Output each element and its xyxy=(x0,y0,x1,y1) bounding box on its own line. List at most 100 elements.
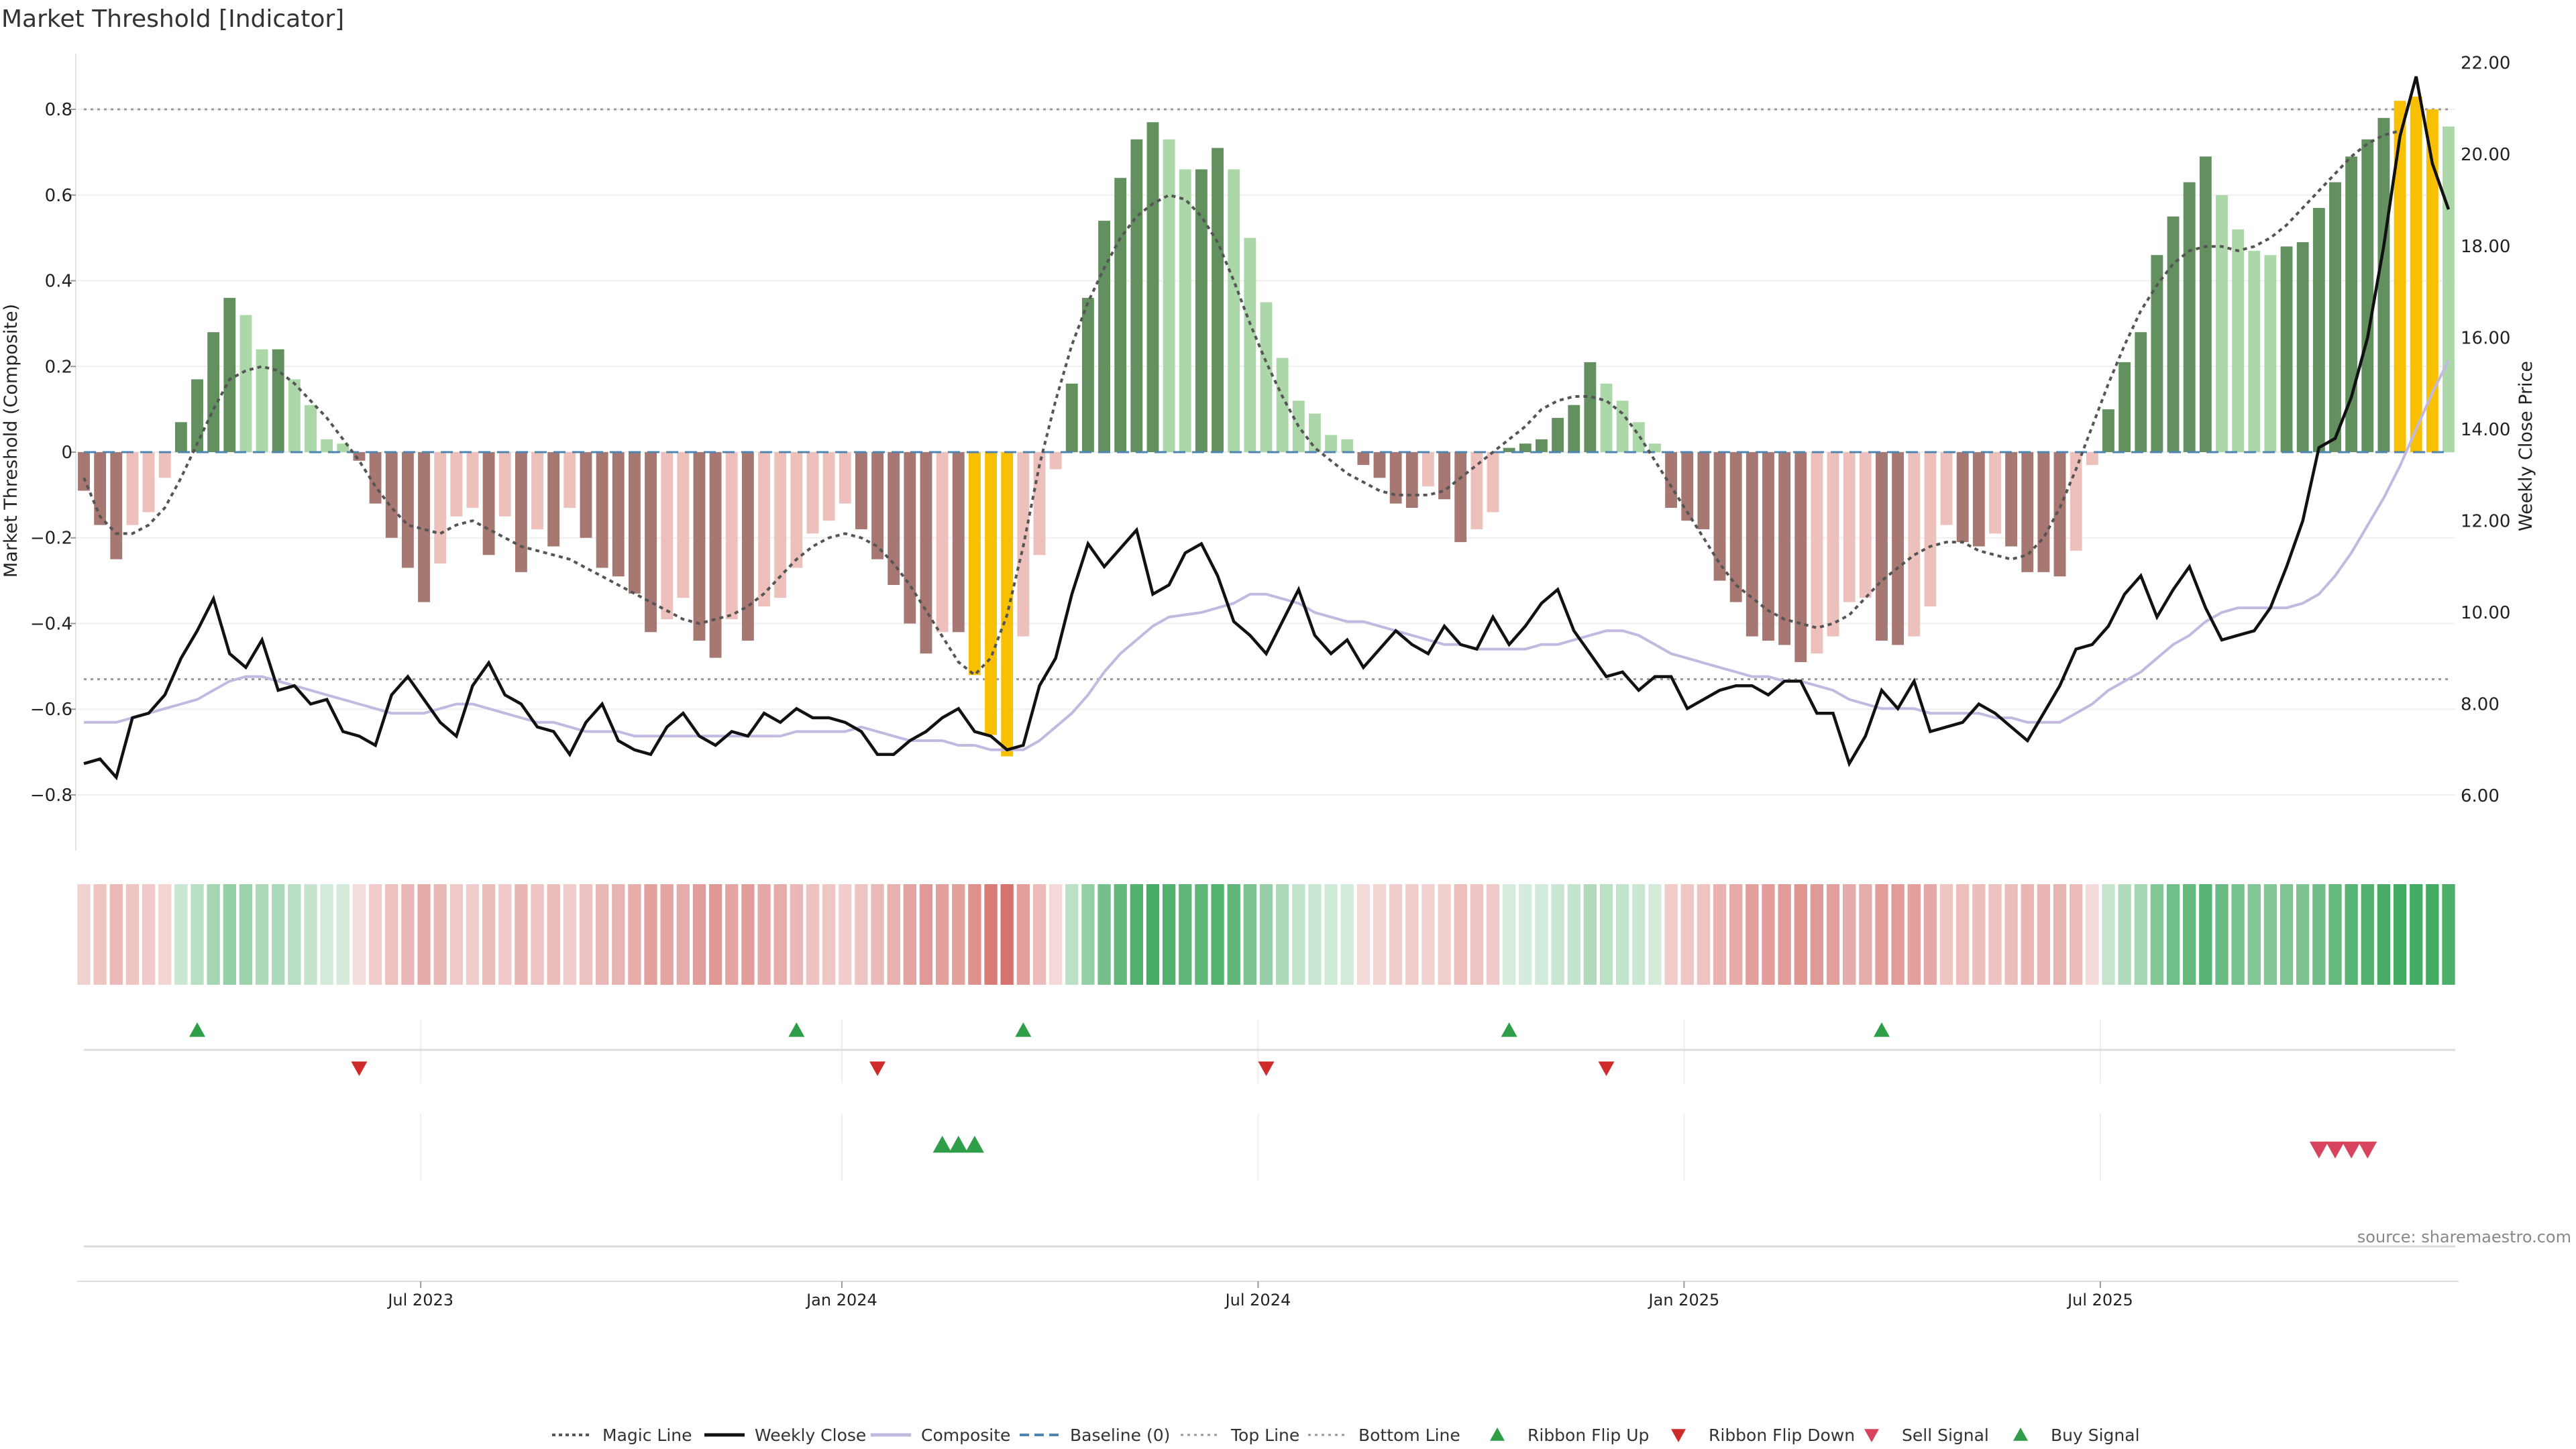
heatmap-cell xyxy=(1680,884,1694,985)
heatmap-cell xyxy=(741,884,755,985)
heatmap-cell xyxy=(579,884,593,985)
y-tick-label: 0.6 xyxy=(45,186,72,206)
composite-bar xyxy=(1892,452,1904,645)
y2-tick-label: 18.00 xyxy=(2461,237,2510,257)
composite-bar xyxy=(174,422,187,452)
heatmap-cell xyxy=(1648,884,1662,985)
composite-bar xyxy=(1665,452,1678,508)
composite-bar xyxy=(1212,148,1224,453)
heatmap-cell xyxy=(1843,884,1856,985)
composite-bar xyxy=(1001,452,1014,757)
ribbon-flip-down-marker xyxy=(1258,1061,1275,1076)
heatmap-cell xyxy=(1923,884,1937,985)
heatmap-cell xyxy=(1114,884,1127,985)
heatmap-cell xyxy=(417,884,431,985)
composite-bar xyxy=(1260,302,1273,452)
composite-bar xyxy=(758,452,770,606)
heatmap-cell xyxy=(2296,884,2310,985)
composite-bar xyxy=(2216,195,2228,452)
heatmap-cell xyxy=(644,884,657,985)
composite-bar xyxy=(1389,452,1402,504)
heatmap-cell xyxy=(2166,884,2180,985)
composite-bar xyxy=(2248,250,2261,452)
composite-bar xyxy=(1908,452,1921,637)
composite-bar xyxy=(142,452,155,513)
composite-bar xyxy=(693,452,706,641)
heatmap-cell xyxy=(336,884,350,985)
heatmap-cell xyxy=(449,884,463,985)
ribbon-flip-up-marker xyxy=(1501,1022,1517,1037)
composite-bar xyxy=(806,452,819,534)
composite-bar xyxy=(774,452,787,598)
legend-label: Buy Signal xyxy=(2051,1426,2140,1445)
x-tick-label: Jan 2024 xyxy=(805,1291,877,1309)
composite-bar xyxy=(1373,452,1386,478)
composite-bar xyxy=(564,452,576,508)
heatmap-cell xyxy=(2247,884,2261,985)
composite-bar xyxy=(2394,101,2406,453)
heatmap-cell xyxy=(1146,884,1160,985)
heatmap-cell xyxy=(2150,884,2164,985)
composite-bar xyxy=(110,452,123,559)
heatmap-cell xyxy=(2328,884,2342,985)
composite-bar xyxy=(498,452,511,517)
y-tick-label: −0.2 xyxy=(30,529,72,549)
composite-bar xyxy=(305,405,317,452)
composite-bar xyxy=(256,349,268,452)
composite-bar xyxy=(337,443,350,452)
composite-bar xyxy=(952,452,965,633)
y2-tick-label: 16.00 xyxy=(2461,328,2510,348)
y-axis-left-label: Market Threshold (Composite) xyxy=(1,304,21,578)
composite-bar xyxy=(1228,169,1240,453)
legend-label: Ribbon Flip Down xyxy=(1709,1426,1855,1445)
composite-bar xyxy=(531,452,543,529)
heatmap-cell xyxy=(903,884,916,985)
composite-bar xyxy=(78,452,90,491)
heatmap-cell xyxy=(515,884,528,985)
buy-signal-marker xyxy=(965,1136,984,1153)
heatmap-cell xyxy=(1503,884,1516,985)
heatmap-cell xyxy=(547,884,560,985)
composite-bar xyxy=(1503,447,1515,452)
composite-line xyxy=(84,360,2450,751)
composite-bar xyxy=(385,452,398,538)
composite-bar xyxy=(1341,439,1354,452)
heatmap-cell xyxy=(1664,884,1678,985)
heatmap-cell xyxy=(1697,884,1711,985)
y-tick-label: 0.4 xyxy=(45,272,72,292)
heatmap-cell xyxy=(725,884,739,985)
heatmap-cell xyxy=(1389,884,1403,985)
source-note: source: sharemaestro.com xyxy=(2357,1228,2571,1246)
heatmap-cell xyxy=(855,884,868,985)
composite-bar xyxy=(612,452,625,577)
heatmap-cell xyxy=(2377,884,2391,985)
composite-bar xyxy=(1405,452,1418,508)
ribbon-flip-up-marker xyxy=(1873,1022,1890,1037)
y2-tick-label: 14.00 xyxy=(2461,420,2510,440)
composite-bar xyxy=(1454,452,1467,543)
heatmap-cell xyxy=(628,884,641,985)
composite-bar xyxy=(888,452,900,585)
heatmap-cell xyxy=(676,884,690,985)
composite-bar xyxy=(822,452,835,521)
composite-bar xyxy=(1713,452,1726,581)
composite-bar xyxy=(2443,126,2455,453)
heatmap-cell xyxy=(2118,884,2131,985)
heatmap-cell xyxy=(1729,884,1743,985)
composite-bar xyxy=(1746,452,1758,637)
heatmap-cell xyxy=(125,884,140,985)
composite-bar xyxy=(839,452,851,504)
y-tick-label: 0.2 xyxy=(45,357,72,377)
legend-swatch xyxy=(2013,1428,2028,1441)
buy-signal-marker xyxy=(949,1136,968,1153)
heatmap-cell xyxy=(1535,884,1548,985)
composite-bar xyxy=(1956,452,1969,543)
composite-bar xyxy=(450,452,463,517)
heatmap-cell xyxy=(320,884,333,985)
ribbon-flip-down-marker xyxy=(351,1061,368,1076)
composite-bar xyxy=(2232,229,2245,452)
heatmap-cell xyxy=(142,884,156,985)
ribbon-flip-down-marker xyxy=(869,1061,886,1076)
heatmap-cell xyxy=(2442,884,2455,985)
heatmap-cell xyxy=(2410,884,2423,985)
